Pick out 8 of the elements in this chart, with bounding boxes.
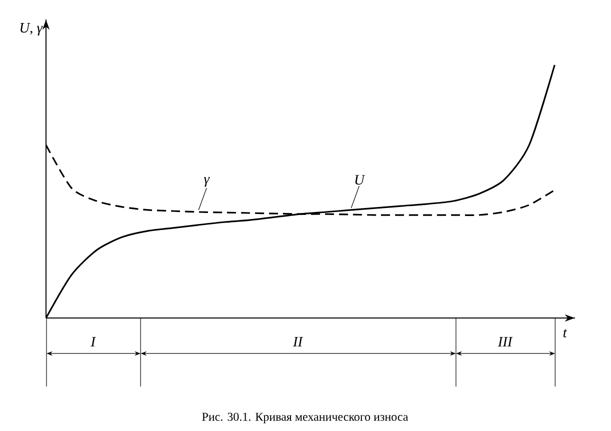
text: III (498, 336, 513, 346)
text: II (292, 336, 304, 346)
y-axis-title: U, γ (20, 23, 43, 36)
series-label: U (355, 175, 366, 185)
text: I (90, 336, 96, 346)
text: Рис. 30.1. Кривая механического износа (202, 412, 408, 424)
series-label: γ (204, 177, 210, 187)
x-axis-title: t (563, 329, 568, 338)
